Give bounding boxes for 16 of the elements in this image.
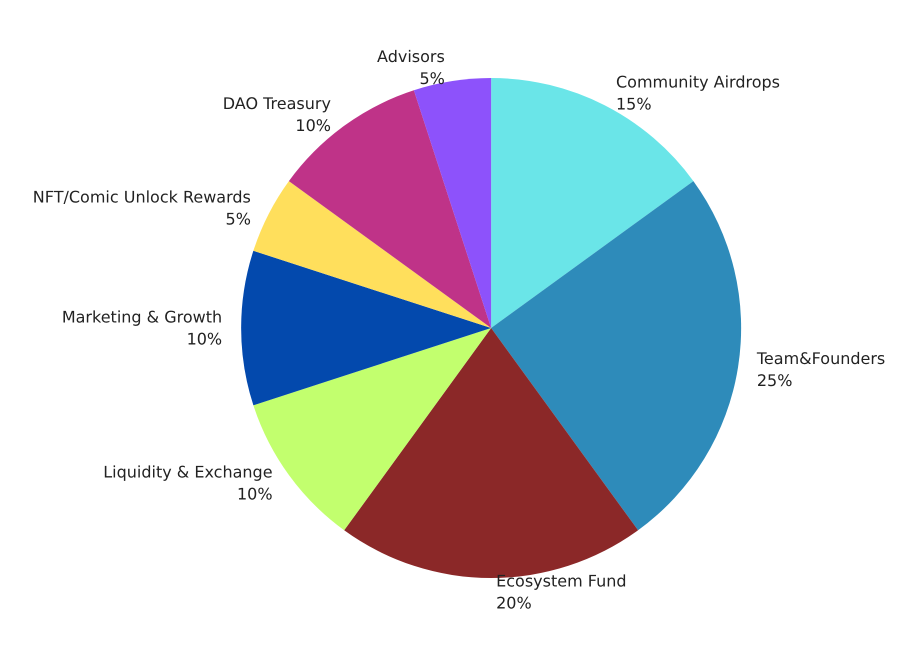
data-label: 25% (756, 370, 792, 390)
data-label: 10% (186, 330, 222, 349)
slice-label: NFT/Comic Unlock Rewards (32, 188, 251, 207)
slice-label: Marketing & Growth (62, 308, 222, 327)
slice-label: Team&Founders (756, 348, 886, 368)
data-label: 15% (616, 94, 652, 114)
data-label: 10% (295, 116, 331, 135)
slice-label: Advisors (377, 46, 445, 66)
data-label: 5% (226, 210, 251, 229)
data-label: 20% (496, 594, 532, 613)
slice-label: DAO Treasury (222, 94, 331, 113)
slice-label: Liquidity & Exchange (103, 462, 273, 482)
slice-label: Community Airdrops (616, 72, 780, 92)
slice-label: Ecosystem Fund (496, 572, 627, 591)
data-label: 10% (236, 484, 273, 504)
data-label: 5% (419, 68, 445, 88)
